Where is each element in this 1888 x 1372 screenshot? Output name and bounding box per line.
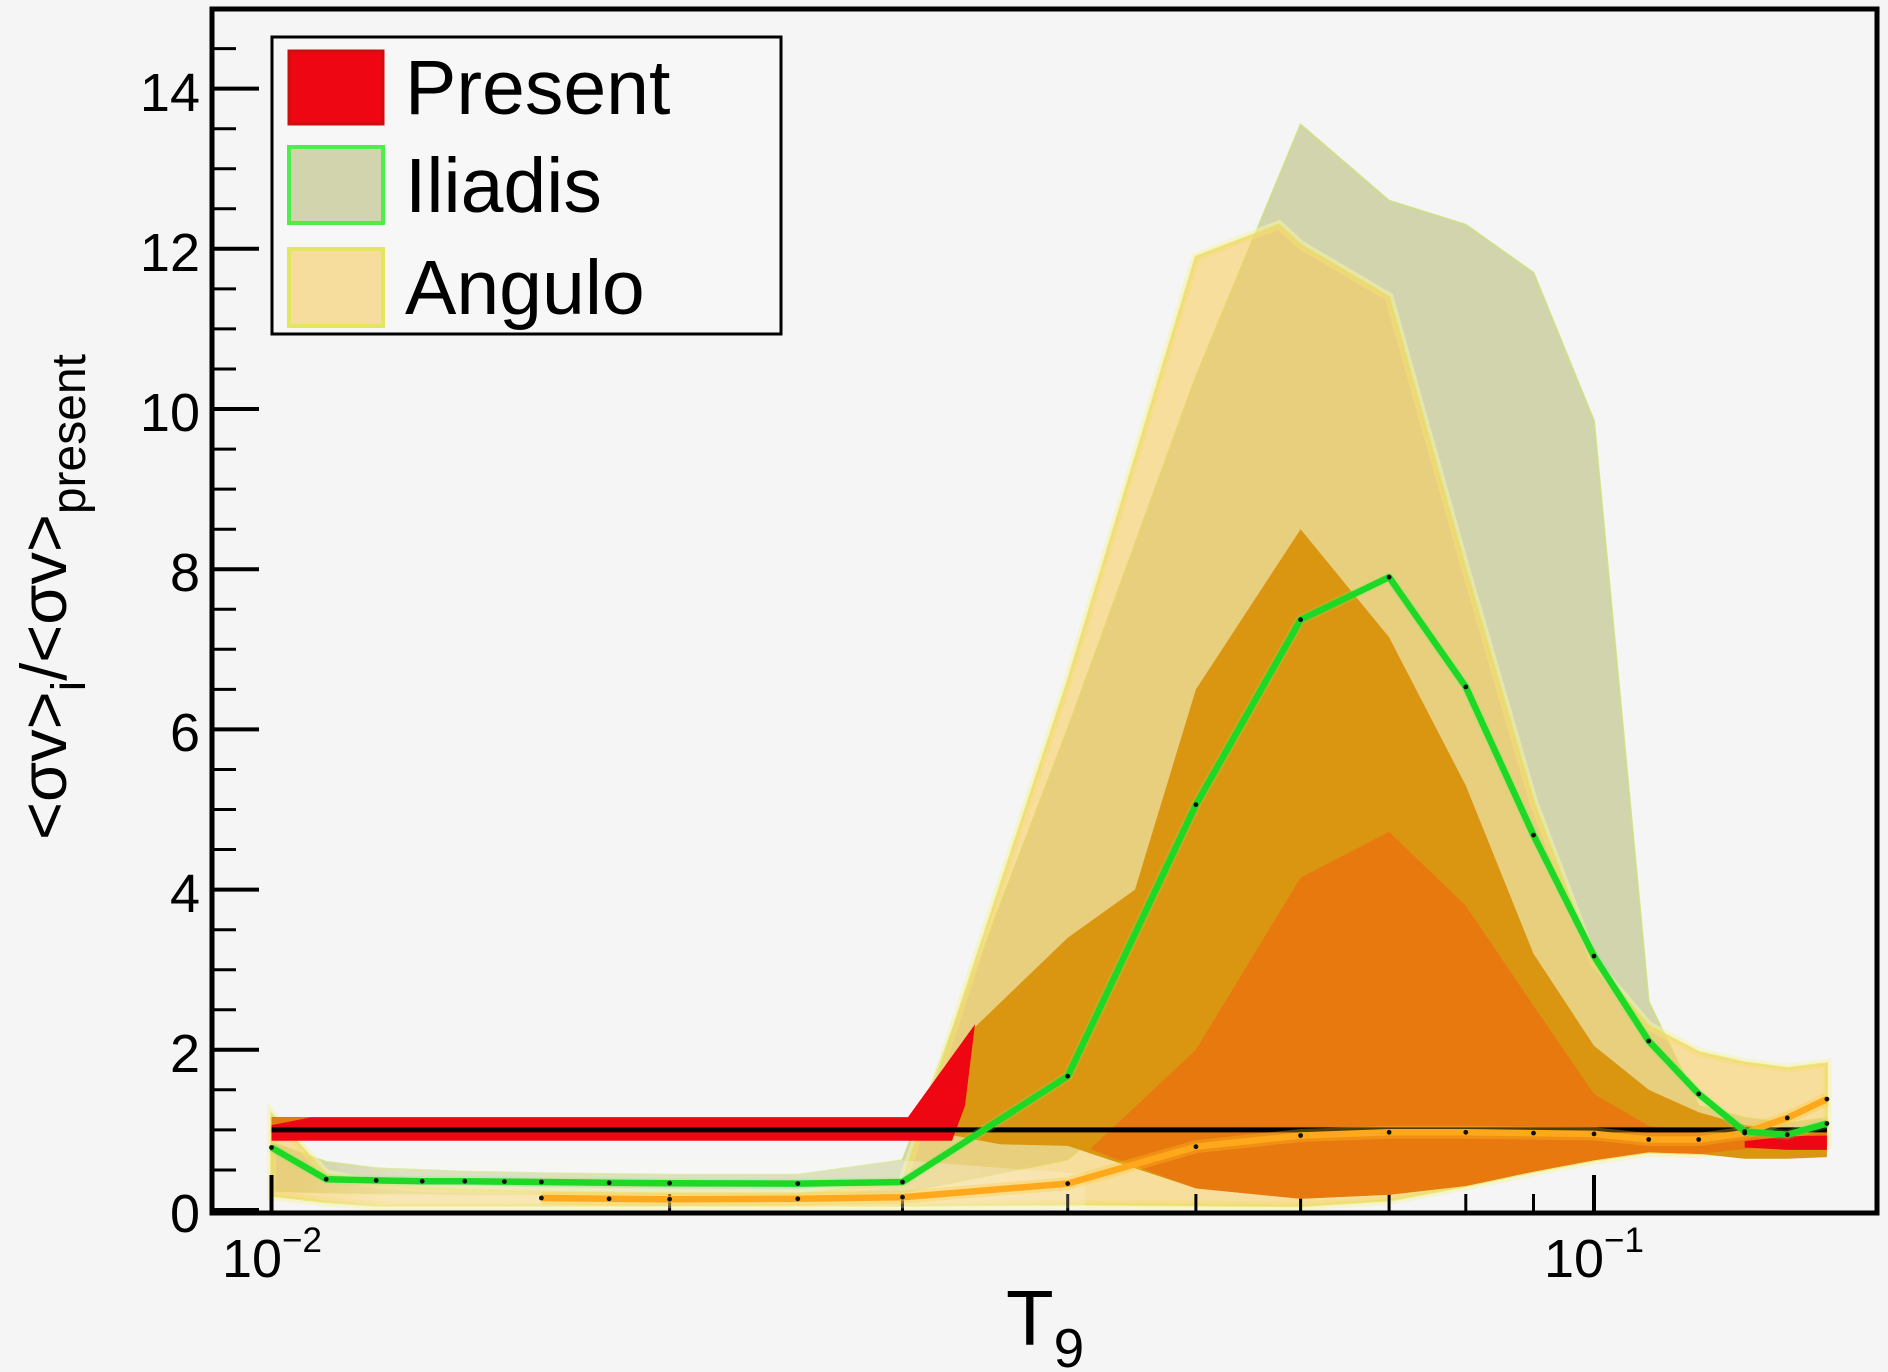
svg-text:6: 6	[170, 703, 200, 763]
svg-text:10−2: 10−2	[222, 1221, 322, 1289]
svg-text:2: 2	[170, 1024, 200, 1084]
svg-text:0: 0	[170, 1184, 200, 1244]
svg-text:8: 8	[170, 543, 200, 603]
svg-text:12: 12	[140, 223, 200, 283]
svg-text:Present: Present	[405, 45, 670, 131]
svg-text:10: 10	[140, 383, 200, 443]
svg-text:4: 4	[170, 864, 200, 924]
svg-text:Iliadis: Iliadis	[405, 143, 602, 229]
svg-text:Angulo: Angulo	[405, 245, 645, 331]
svg-text:14: 14	[140, 63, 200, 123]
